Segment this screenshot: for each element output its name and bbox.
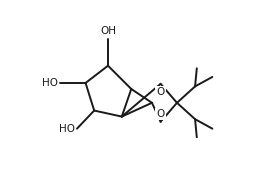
- Text: O: O: [156, 87, 165, 97]
- Text: OH: OH: [100, 26, 116, 36]
- Text: O: O: [156, 109, 165, 119]
- Text: HO: HO: [59, 124, 75, 134]
- Text: HO: HO: [42, 78, 58, 88]
